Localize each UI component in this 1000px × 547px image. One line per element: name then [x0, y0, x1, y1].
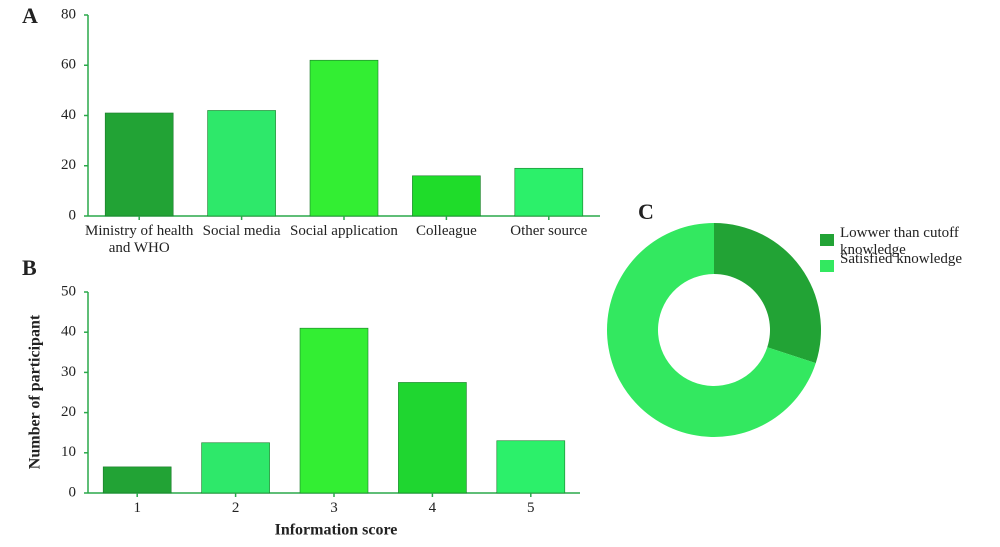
x-axis-label: Information score [275, 522, 398, 539]
bar [412, 175, 481, 217]
y-tick-label: 10 [61, 444, 76, 460]
y-tick-label: 0 [69, 207, 77, 223]
y-tick-label: 0 [69, 484, 77, 500]
y-tick-label: 60 [61, 57, 76, 73]
x-tick-label: 1 [133, 500, 141, 516]
bar [514, 167, 584, 217]
y-tick-label: 20 [61, 157, 76, 173]
legend-swatch [820, 260, 834, 272]
y-tick-label: 50 [61, 283, 76, 299]
bar [299, 327, 369, 494]
y-tick-label: 40 [61, 107, 76, 123]
legend-swatch [820, 234, 834, 246]
x-tick-label: 4 [429, 500, 437, 516]
panel-label: A [22, 3, 38, 28]
x-tick-label: Social application [290, 223, 398, 239]
x-tick-label: 5 [527, 500, 535, 516]
x-tick-label: Colleague [416, 223, 477, 239]
y-axis-label: Number of participant [27, 314, 44, 469]
legend-label: Lowwer than cutoff knowledge [840, 225, 959, 258]
bar [398, 382, 467, 494]
x-tick-label: Other source [510, 223, 587, 239]
bar [309, 59, 379, 217]
bar [102, 466, 172, 494]
bar [207, 110, 276, 217]
y-tick-label: 30 [61, 364, 76, 380]
y-tick-label: 80 [61, 6, 76, 22]
legend-label: Satisfied knowledge [840, 251, 962, 267]
x-tick-label: 2 [232, 500, 240, 516]
x-tick-label: Ministry of health and WHO [85, 223, 194, 256]
pie-slice [607, 223, 816, 437]
y-tick-label: 20 [61, 404, 76, 420]
pie-slice [714, 223, 821, 364]
panel-label: B [22, 255, 37, 280]
bar [104, 112, 174, 217]
panel-label: C [638, 199, 654, 224]
x-tick-label: Social media [203, 223, 281, 239]
x-tick-label: 3 [330, 500, 338, 516]
bar [201, 442, 270, 494]
bar [496, 440, 566, 494]
y-tick-label: 40 [61, 324, 76, 340]
